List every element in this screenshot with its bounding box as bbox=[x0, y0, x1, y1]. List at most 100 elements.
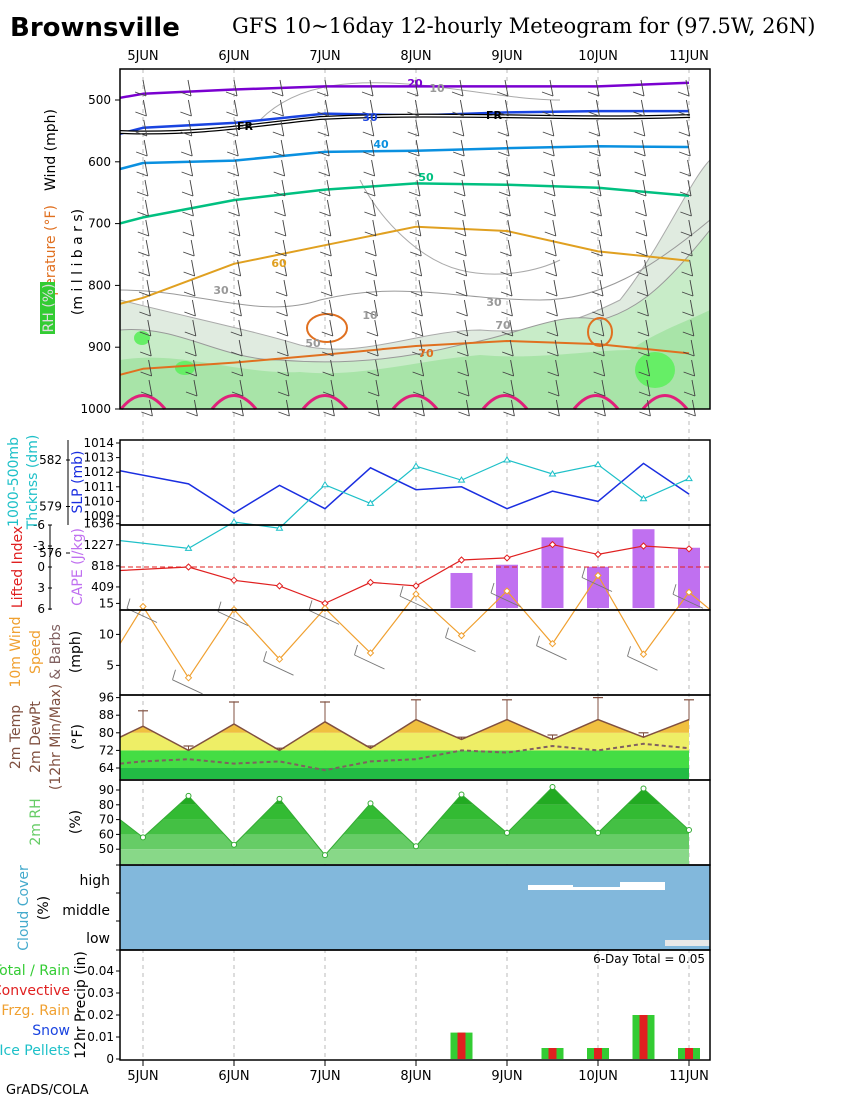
wind-barb-flag bbox=[276, 311, 288, 317]
thickness-point bbox=[366, 499, 375, 506]
wind-barb-staff bbox=[324, 99, 329, 117]
wind-barb-staff bbox=[328, 259, 333, 277]
wind-barb-flag bbox=[275, 271, 287, 277]
li-tick-label: 0 bbox=[37, 560, 45, 574]
wind-barb-staff bbox=[598, 239, 603, 257]
temp-70-bubble bbox=[587, 317, 613, 347]
contour-label: 20 bbox=[407, 77, 423, 90]
wind-barb-flag bbox=[136, 171, 148, 177]
wind-barb-flag bbox=[546, 331, 558, 337]
wind-barb-staff bbox=[643, 239, 648, 257]
wind-barb-staff bbox=[508, 279, 513, 297]
wind-barb-flag bbox=[226, 111, 238, 117]
wind-barb-flag bbox=[318, 191, 331, 197]
surface-wind-barb-flag bbox=[399, 585, 404, 597]
cape-bar bbox=[541, 537, 564, 608]
li-point bbox=[457, 556, 466, 564]
wind-barb-staff bbox=[418, 299, 423, 317]
wind-barb-flag bbox=[677, 91, 690, 97]
temp-tick-label: 64 bbox=[99, 761, 114, 775]
wind-barb-flag bbox=[140, 371, 152, 377]
wind-panel: 15 10 5 bbox=[99, 567, 711, 695]
rh-90-region bbox=[635, 352, 675, 388]
wind-barb-staff bbox=[508, 299, 513, 317]
wind-barb-staff bbox=[282, 219, 287, 237]
wind-barb-flag bbox=[545, 271, 557, 277]
wind-label-2: Speed bbox=[28, 630, 44, 674]
wind-barb-staff bbox=[373, 299, 378, 317]
wind-barb-staff bbox=[687, 159, 692, 177]
li-point bbox=[685, 545, 693, 553]
wind-barb-flag bbox=[181, 191, 194, 197]
wind-barb-staff bbox=[330, 359, 335, 377]
high-cloud-gap bbox=[620, 882, 665, 890]
wind-barb-flag bbox=[408, 171, 420, 177]
wind-barb-flag bbox=[273, 171, 285, 177]
wind-barb-staff bbox=[369, 99, 374, 117]
wind-barb-flag bbox=[320, 291, 333, 297]
thickness-line bbox=[119, 459, 690, 549]
wind-barb-flag bbox=[276, 331, 288, 337]
surface-wind-barb bbox=[354, 654, 385, 670]
wind-barb-flag bbox=[136, 151, 148, 157]
wind-speed-point bbox=[184, 674, 193, 682]
surface-wind-barb bbox=[308, 609, 340, 625]
slp-tick-label: 1012 bbox=[83, 465, 114, 479]
wind-barb-flag bbox=[227, 171, 239, 177]
wind-barb-staff bbox=[148, 379, 153, 397]
wind-barb-staff bbox=[147, 339, 152, 357]
wind-barb-flag bbox=[543, 151, 555, 157]
precip-tick-label: 0 bbox=[106, 1052, 114, 1066]
wind-barb-flag bbox=[411, 331, 423, 337]
wind-barb-staff bbox=[597, 179, 602, 197]
pink-contour-arc bbox=[572, 394, 620, 410]
thickness-point bbox=[457, 476, 466, 483]
wind-barb-staff bbox=[418, 279, 423, 297]
wind-barb-staff bbox=[325, 139, 330, 157]
wind-barb-flag bbox=[137, 231, 149, 237]
wind-barb-staff bbox=[555, 399, 560, 417]
wind-barb-staff bbox=[237, 299, 242, 317]
rh-point bbox=[504, 829, 510, 836]
wind-barb-flag bbox=[274, 211, 286, 217]
wind-barb-staff bbox=[465, 359, 470, 377]
wind-barb-staff bbox=[414, 79, 419, 97]
wind-barb-staff bbox=[146, 259, 151, 277]
wind-barb-staff bbox=[192, 339, 197, 357]
wind-barb-staff bbox=[144, 159, 149, 177]
wind-barb-flag bbox=[229, 251, 241, 257]
wind-speed-point bbox=[275, 655, 284, 663]
wind-barb-staff bbox=[554, 339, 559, 357]
wind-barb-flag bbox=[498, 191, 511, 197]
temp-tick-label: 96 bbox=[99, 691, 114, 705]
wind-barb-staff bbox=[506, 159, 511, 177]
wind-barb-flag bbox=[367, 391, 380, 397]
wind-barb-staff bbox=[506, 179, 511, 197]
wind-barb-flag bbox=[275, 251, 287, 257]
wind-barb-staff bbox=[326, 199, 331, 217]
wind-barb-staff bbox=[143, 139, 148, 157]
wind-barb-flag bbox=[277, 351, 289, 357]
wind-barb-staff bbox=[414, 99, 419, 117]
wind-barb-flag bbox=[363, 151, 375, 157]
wind-barb-staff bbox=[689, 279, 694, 297]
wind-barb-staff bbox=[463, 299, 468, 317]
precip-legend-item: Total / Rain bbox=[0, 963, 70, 979]
wind-barb-staff bbox=[285, 379, 290, 397]
contour-label: 50 bbox=[418, 171, 434, 184]
wind-barb-flag bbox=[635, 211, 647, 217]
wind-barb-staff bbox=[420, 359, 425, 377]
wind-barb-flag bbox=[542, 131, 554, 137]
wind-barb-flag bbox=[278, 411, 290, 417]
wind-barb-flag bbox=[634, 151, 646, 157]
wind-barb-staff bbox=[555, 379, 560, 397]
temp-line bbox=[119, 718, 690, 752]
high-cloud-gap bbox=[573, 887, 620, 890]
wind-barb-staff bbox=[283, 279, 288, 297]
wind-barb-flag bbox=[366, 331, 378, 337]
date-label-top: 8JUN bbox=[400, 49, 431, 64]
wind-barb-staff bbox=[375, 379, 380, 397]
date-label-top: 11JUN bbox=[669, 49, 709, 64]
wind-barb-flag bbox=[412, 351, 424, 357]
